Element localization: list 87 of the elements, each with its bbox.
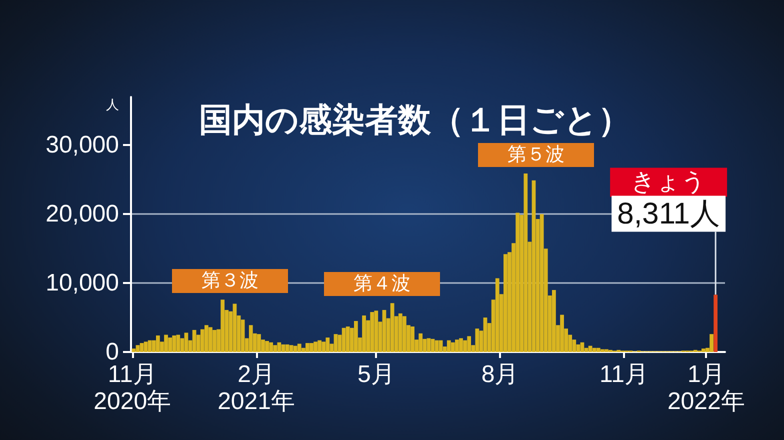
bar: [265, 340, 269, 352]
x-tick-label: 11月: [600, 361, 648, 388]
bar: [164, 334, 168, 352]
bar: [446, 340, 451, 352]
bar: [604, 349, 608, 352]
bar: [148, 340, 152, 352]
bar: [459, 338, 463, 352]
bar: [592, 348, 596, 352]
bar: [220, 300, 225, 352]
bar: [297, 344, 302, 352]
bar: [136, 345, 140, 352]
bar: [540, 214, 544, 352]
chart-title: 国内の感染者数（１日ごと）: [199, 101, 632, 138]
annotation: 第４波: [354, 274, 410, 294]
bar: [277, 342, 282, 352]
bar: [475, 328, 480, 352]
bar: [560, 314, 564, 352]
bar: [184, 332, 188, 352]
bar: [293, 346, 298, 352]
bar: [334, 334, 338, 352]
bar: [208, 327, 212, 352]
bar: [248, 325, 253, 352]
bar: [600, 349, 604, 352]
bar: [504, 254, 508, 352]
bar: [450, 342, 455, 352]
bar: [410, 326, 414, 352]
bar: [455, 340, 459, 352]
bar: [354, 320, 358, 352]
bar: [200, 329, 204, 352]
bar: [426, 338, 431, 352]
bar: [140, 343, 144, 352]
bar: [306, 343, 310, 352]
annotation: きょう: [631, 168, 706, 196]
bar: [322, 342, 326, 352]
bar: [702, 348, 706, 352]
x-tick-label: 8月: [481, 361, 519, 388]
bar: [382, 310, 386, 352]
bar: [346, 326, 350, 352]
bar: [342, 328, 346, 352]
bar: [524, 174, 528, 352]
data-label: 8,311人: [617, 198, 720, 231]
bar: [552, 290, 556, 352]
bar: [232, 304, 237, 352]
bar: [273, 345, 278, 352]
bar: [467, 336, 472, 352]
bar: [269, 342, 274, 352]
bar: [398, 313, 402, 352]
annotation: 第３波: [202, 270, 258, 292]
bar: [318, 340, 322, 352]
bar: [326, 338, 330, 352]
bar: [463, 340, 467, 352]
annotation: 第５波: [508, 144, 564, 166]
bar: [495, 278, 500, 352]
bar: [362, 315, 366, 352]
x-tick-label: 1月 2022年: [667, 361, 745, 415]
bar: [240, 320, 245, 352]
bar: [483, 318, 488, 352]
y-tick-label: 20,000: [46, 200, 119, 228]
bar: [257, 334, 261, 352]
bar: [176, 334, 180, 352]
bar: [714, 294, 718, 352]
x-tick-label: 5月: [357, 361, 395, 388]
bar: [516, 212, 520, 352]
bar: [314, 342, 318, 352]
bar: [144, 342, 148, 352]
bar: [192, 330, 196, 352]
y-tick-label: 30,000: [46, 132, 119, 159]
bar: [156, 335, 160, 352]
bar: [289, 345, 294, 352]
bar: [212, 330, 216, 352]
bar: [374, 310, 378, 352]
bar: [430, 338, 435, 352]
bar: [132, 348, 136, 352]
bar: [172, 335, 176, 352]
x-tick-label: 2月 2021年: [218, 361, 295, 415]
y-axis-title: 人: [106, 97, 119, 112]
bar: [596, 348, 600, 352]
bar: [418, 333, 423, 352]
bar: [370, 312, 374, 352]
bar: [710, 334, 714, 352]
bar: [310, 343, 314, 352]
bar: [168, 338, 172, 352]
y-tick-label: 10,000: [46, 270, 119, 297]
bar: [402, 316, 406, 352]
bar: [390, 303, 394, 352]
bar: [204, 325, 208, 352]
bar: [532, 180, 536, 352]
